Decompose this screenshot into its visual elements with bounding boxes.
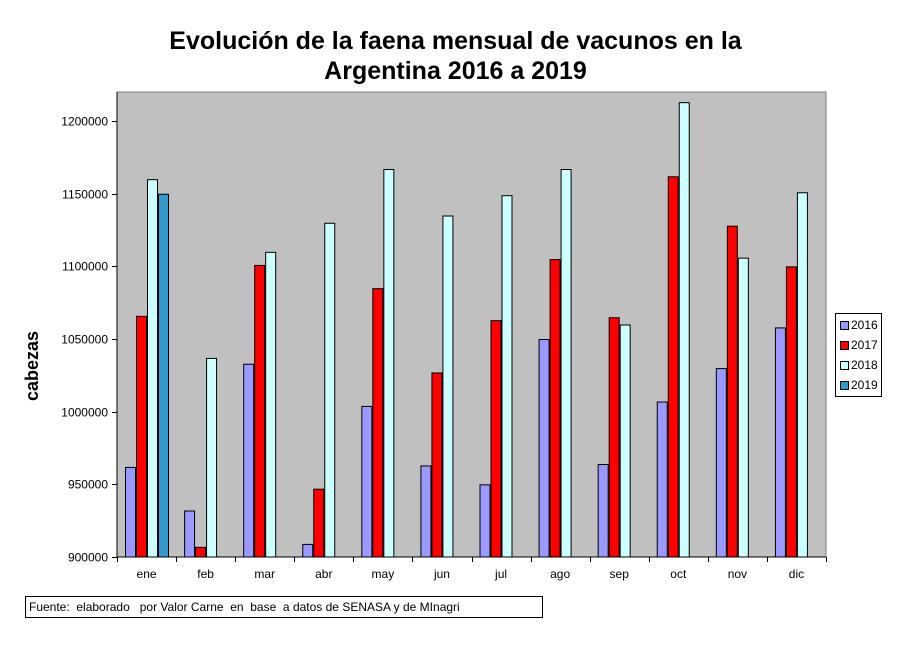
- bar-2016-abr: [302, 543, 314, 558]
- bar-2017-ene: [136, 315, 147, 558]
- x-tick-label: jun: [433, 567, 450, 581]
- bar-2018-ene: [147, 179, 158, 558]
- legend-swatch: [840, 321, 849, 330]
- bar-2017-may: [372, 288, 384, 558]
- x-tick-label: ene: [137, 567, 157, 581]
- y-tick-label: 1200000: [61, 115, 108, 129]
- bar-2016-jul: [479, 484, 491, 558]
- bar-2016-jun: [420, 465, 432, 558]
- bar-2018-feb: [206, 357, 218, 558]
- bar-2017-mar: [254, 264, 266, 558]
- y-tick-label: 1100000: [62, 260, 108, 274]
- y-tick-label: 1050000: [61, 333, 108, 347]
- x-tick-label: oct: [670, 567, 687, 581]
- bar-2018-abr: [324, 222, 336, 558]
- legend-swatch: [840, 381, 849, 390]
- legend-label: 2019: [851, 378, 878, 392]
- bar-2017-feb: [195, 546, 207, 558]
- y-tick-label: 950000: [68, 478, 108, 492]
- bar-2016-mar: [243, 363, 255, 558]
- x-tick-label: abr: [315, 567, 332, 581]
- y-tick-label: 1150000: [62, 188, 108, 202]
- plot-area: [116, 91, 827, 558]
- bar-2016-may: [361, 405, 373, 558]
- bar-2017-jul: [490, 320, 502, 558]
- bar-2017-nov: [726, 225, 738, 558]
- bar-2016-oct: [656, 401, 668, 558]
- y-tick-label: 900000: [68, 551, 108, 565]
- chart-title-line-2: Argentina 2016 a 2019: [324, 57, 587, 85]
- bar-2018-may: [383, 169, 395, 558]
- bar-2018-ago: [560, 169, 572, 558]
- bar-2018-oct: [678, 102, 690, 558]
- x-tick-label: ago: [550, 567, 570, 581]
- x-tick-label: nov: [728, 567, 747, 581]
- bar-2017-dic: [785, 266, 797, 558]
- legend: 2016 2017 2018 2019: [835, 313, 882, 397]
- bar-2017-sep: [608, 317, 620, 558]
- bar-2016-feb: [184, 510, 196, 558]
- legend-label: 2016: [851, 318, 878, 332]
- bar-2016-ene: [125, 466, 136, 558]
- x-tick-label: may: [372, 567, 395, 581]
- bar-2017-abr: [313, 488, 325, 558]
- bar-2017-ago: [549, 259, 561, 558]
- bar-2016-dic: [774, 327, 786, 558]
- bar-2016-sep: [597, 464, 609, 558]
- bar-2016-nov: [715, 368, 727, 558]
- y-axis-title: cabezas: [22, 331, 42, 401]
- legend-label: 2018: [851, 358, 878, 372]
- bar-2017-jun: [431, 372, 443, 558]
- x-tick-label: sep: [610, 567, 630, 581]
- x-tick-label: mar: [254, 567, 275, 581]
- bar-2018-nov: [737, 257, 749, 558]
- chart-title-line-1: Evolución de la faena mensual de vacunos…: [169, 27, 742, 55]
- bar-2018-sep: [619, 324, 631, 558]
- legend-label: 2017: [851, 338, 878, 352]
- x-tick-label: dic: [789, 567, 804, 581]
- x-tick-label: feb: [197, 567, 214, 581]
- y-tick-label: 1000000: [61, 406, 108, 420]
- bar-2019-ene: [158, 193, 169, 558]
- bar-2018-jul: [501, 195, 513, 558]
- bar-2017-oct: [667, 176, 679, 558]
- bar-2018-dic: [796, 192, 808, 558]
- source-footnote: Fuente: elaborado por Valor Carne en bas…: [25, 596, 543, 618]
- legend-swatch: [840, 361, 849, 370]
- bar-2018-jun: [442, 215, 454, 558]
- chart-title: Evolución de la faena mensual de vacunos…: [0, 26, 911, 86]
- bar-2018-mar: [265, 251, 277, 558]
- bar-2016-ago: [538, 339, 550, 558]
- legend-swatch: [840, 341, 849, 350]
- x-tick-label: jul: [494, 567, 507, 581]
